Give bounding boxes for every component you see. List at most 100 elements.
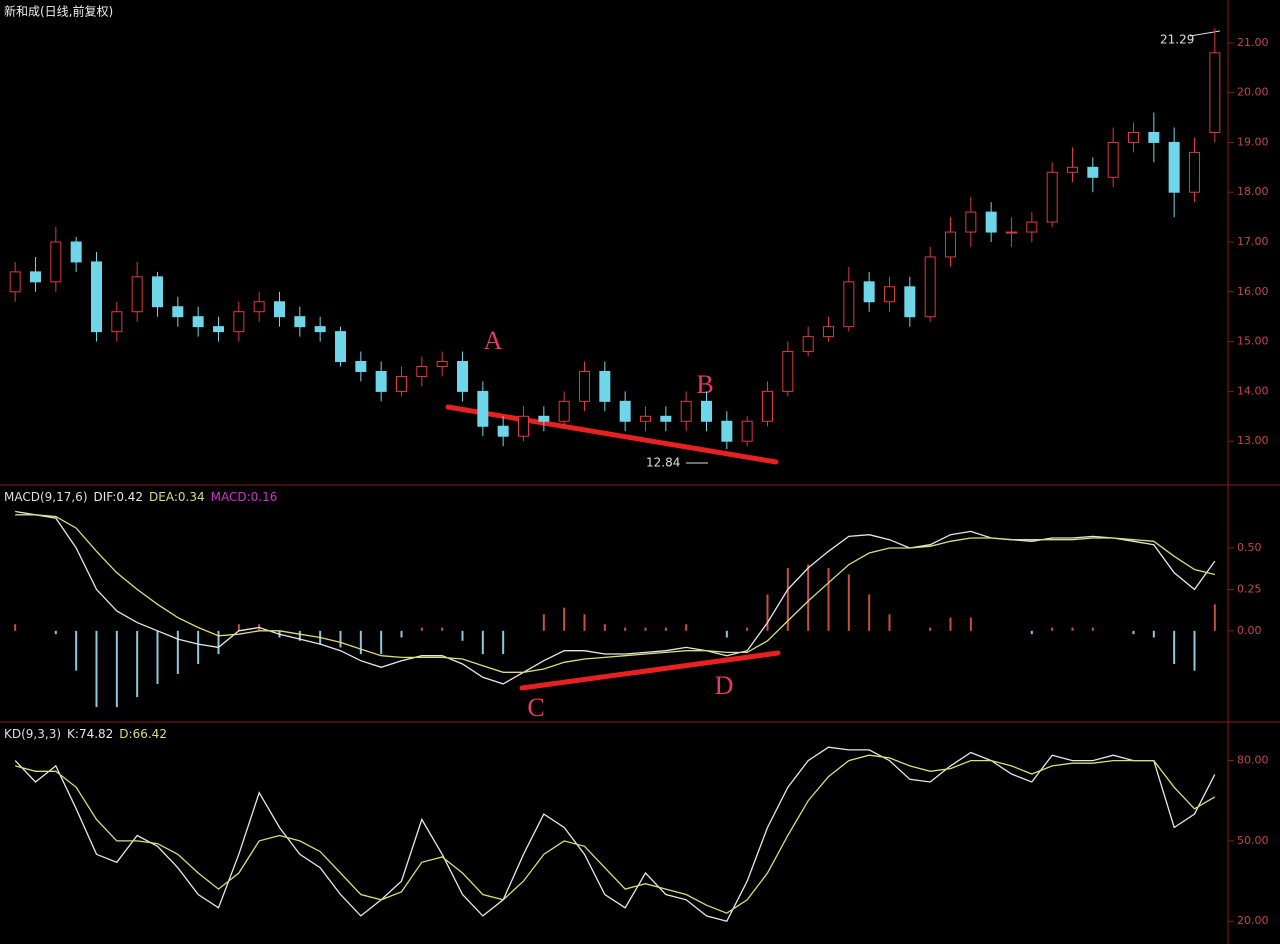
candle-body [192,316,204,328]
panel-header: MACD(9,17,6) DIF:0.42 DEA:0.34 MACD:0.16 [4,490,277,504]
legend-label: DEA: [149,490,178,504]
candle-body [660,415,672,422]
candle-body [477,390,489,427]
y-tick-label: 16.00 [1237,285,1269,298]
candle-body [680,400,692,422]
trend-line [519,650,781,691]
y-tick-label: 0.00 [1237,624,1262,637]
candle-body [274,301,285,318]
line [14,746,1216,922]
annotation: D [715,671,734,700]
arrow [1189,30,1221,37]
candle-body [579,370,590,402]
y-tick-label: 13.00 [1237,434,1269,447]
candle-body [497,425,509,437]
candle-body [782,351,794,392]
annotation: B [696,370,713,399]
candle-body [70,241,82,263]
candle-body [884,286,895,303]
legend-label: MACD: [211,490,251,504]
chart-title: 新和成(日线,前复权) [4,4,113,19]
y-tick-label: 18.00 [1237,185,1269,198]
y-tick-label: 15.00 [1237,335,1269,348]
candle-body [1168,141,1180,193]
candle-body [152,276,163,308]
candle-body [1128,131,1139,143]
candle-body [1107,141,1119,178]
candle-body [436,361,448,367]
panel-title: KD(9,3,3) [4,727,61,741]
y-tick-label: 17.00 [1237,235,1269,248]
legend-value: 0.34 [178,490,205,504]
candle-body [1209,52,1221,133]
annotation: C [527,693,544,722]
candle-body [640,415,651,422]
y-tick-label: 0.50 [1237,541,1262,554]
candle-body [396,375,407,392]
candle-body [599,370,611,402]
candle-body [721,420,733,442]
candle-body [1189,151,1200,193]
candle-body [111,311,123,333]
line [15,754,1216,914]
candle-body [375,370,387,392]
candle-body [416,365,428,377]
candle-body [904,286,916,318]
y-tick-label: 21.00 [1237,36,1269,49]
candle-body [965,211,977,233]
line [15,510,1216,685]
candle-body [233,311,245,333]
value-label: 21.29 [1160,33,1194,47]
candle-body [843,281,855,328]
legend-value: 74.82 [79,727,113,741]
legend-label: D: [119,727,132,741]
candle-body [9,271,21,293]
y-tick-label: 20.00 [1237,86,1269,99]
candle-body [335,331,346,363]
legend-label: DIF: [94,490,117,504]
legend-value: 66.42 [133,727,167,741]
candle-body [91,261,102,333]
candle-body [1148,131,1160,143]
candle-body [213,326,224,333]
candle-body [1026,221,1038,233]
candle-body [538,415,550,422]
candle-body [131,276,143,313]
y-tick-label: 80.00 [1237,754,1269,767]
candle-body [457,361,468,392]
candle-body [172,306,184,318]
y-tick-label: 0.25 [1237,582,1262,595]
candle-body [802,336,814,353]
line [15,514,1215,673]
candle-body [1046,171,1058,223]
candle-body [985,211,997,233]
legend-value: 0.42 [116,490,143,504]
legend-value: 0.16 [251,490,278,504]
y-tick-label: 20.00 [1237,914,1269,927]
candle-body [50,241,62,283]
candle-body [945,231,956,258]
candle-body [762,390,773,422]
candle-body [294,316,306,328]
y-tick-label: 14.00 [1237,384,1269,397]
candle-body [863,281,875,303]
y-tick-label: 19.00 [1237,135,1269,148]
panel-header: KD(9,3,3) K:74.82 D:66.42 [4,727,167,741]
candle-body [1087,166,1099,178]
candle-body [1006,231,1017,234]
candle-body [1067,166,1078,173]
candle-body [30,271,41,283]
legend-label: K: [67,727,79,741]
candle-body [741,420,753,442]
annotation: A [484,326,503,355]
candle-body [619,400,631,422]
candle-body [701,400,712,422]
candle-body [253,301,265,313]
trend-line [445,404,779,465]
candle-body [314,326,326,333]
y-tick-label: 50.00 [1237,834,1269,847]
candle-body [518,415,529,437]
candle-body [924,256,936,318]
